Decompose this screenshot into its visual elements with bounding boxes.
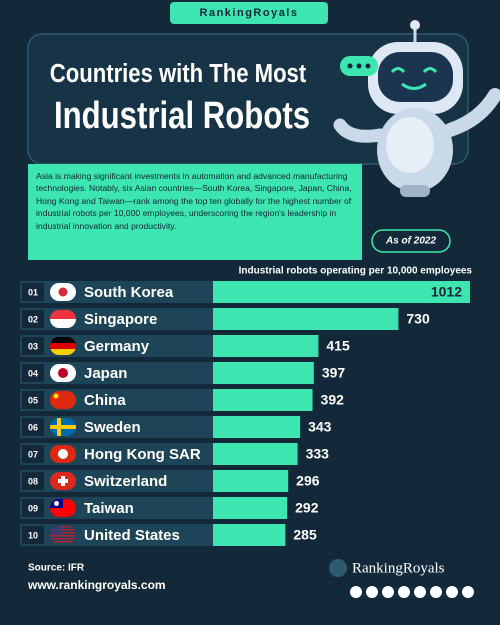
brand-badge (170, 2, 328, 24)
value-label: 730 (406, 311, 430, 327)
flag (50, 472, 76, 490)
flag (50, 499, 76, 517)
rank: 07 (28, 449, 38, 459)
category-label: Germany (84, 338, 150, 355)
bar (213, 497, 288, 519)
rank: 04 (28, 368, 38, 378)
flag (50, 526, 76, 528)
rank-box (22, 499, 44, 517)
rank: 06 (28, 422, 38, 432)
value-label: 292 (295, 500, 319, 516)
flag (58, 449, 68, 459)
flag (58, 479, 68, 483)
rank-box (22, 526, 44, 544)
flag (50, 391, 76, 409)
description-box (28, 164, 362, 260)
bar (213, 335, 319, 357)
flag (50, 349, 76, 355)
flag (50, 425, 76, 429)
flag (50, 538, 76, 540)
bar (213, 281, 470, 303)
category-label: South Korea (84, 284, 174, 301)
value-axis-label: Industrial robots operating per 10,000 e… (239, 266, 473, 277)
flag (50, 364, 76, 382)
rank: 10 (28, 530, 38, 540)
flag (50, 532, 76, 534)
value-label: 343 (308, 419, 332, 435)
flag (58, 368, 68, 378)
rank-box (22, 364, 44, 382)
brand: RankingRoyals (200, 7, 299, 19)
flag (53, 393, 59, 399)
flag (50, 310, 76, 319)
flag (50, 391, 76, 409)
website: www.rankingroyals.com (27, 578, 166, 592)
value-label: 397 (322, 365, 346, 381)
rank-box (22, 337, 44, 355)
rank: 05 (28, 395, 38, 405)
value-label: 392 (321, 392, 345, 408)
rank-box (22, 472, 44, 490)
rank-box (22, 310, 44, 328)
title-line: Industrial Robots (54, 95, 310, 137)
robot (333, 20, 500, 197)
bar (213, 362, 314, 384)
rank-box (22, 445, 44, 463)
title-line: Countries with The Most (50, 59, 306, 88)
category-label: Hong Kong SAR (84, 446, 201, 463)
category-label: United States (84, 527, 180, 544)
bar (213, 524, 286, 546)
bar (213, 470, 289, 492)
rank-box (22, 391, 44, 409)
rank: 08 (28, 476, 38, 486)
logo-icon (329, 559, 347, 577)
bar (213, 308, 399, 330)
flag (50, 445, 76, 463)
value-label: 285 (293, 527, 317, 543)
rank: 03 (28, 341, 38, 351)
flag (50, 529, 76, 531)
category-label: Singapore (84, 311, 157, 328)
rank: 01 (28, 287, 38, 297)
flag (50, 535, 76, 537)
flag (50, 310, 76, 328)
bar (213, 443, 298, 465)
category-label: Switzerland (84, 473, 167, 490)
flag (50, 418, 76, 436)
rank: 02 (28, 314, 38, 324)
rank-box (22, 283, 44, 301)
date-badge (371, 229, 451, 253)
flag (50, 337, 76, 343)
value-label: 333 (306, 446, 330, 462)
footer-brand: RankingRoyals (352, 560, 445, 576)
flag (58, 287, 68, 297)
flag (50, 343, 76, 349)
source: Source: IFR (28, 563, 85, 574)
flag (50, 337, 76, 355)
description: Asia is making significant investments i… (36, 171, 352, 231)
flag (50, 283, 76, 301)
bar (213, 389, 313, 411)
flag (50, 526, 61, 535)
flag (50, 541, 76, 543)
category-label: China (84, 392, 126, 409)
bar (213, 416, 301, 438)
category-label: Japan (84, 365, 127, 382)
value-label: 415 (326, 338, 350, 354)
rank: 09 (28, 503, 38, 513)
rank-box (22, 418, 44, 436)
value-label: 296 (296, 473, 320, 489)
flag (50, 526, 76, 543)
date-label: As of 2022 (385, 236, 436, 247)
category-label: Taiwan (84, 500, 134, 517)
category-label: Sweden (84, 419, 141, 436)
flag (50, 319, 76, 328)
flag (54, 501, 59, 506)
social-icons (350, 586, 474, 598)
value-label: 1012 (431, 284, 462, 300)
